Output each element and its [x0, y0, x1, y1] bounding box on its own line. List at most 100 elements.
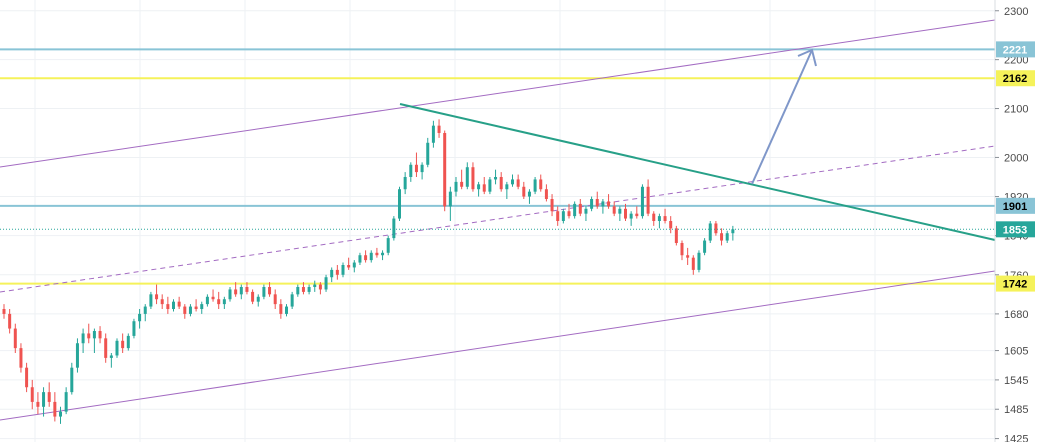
- candle-body: [590, 198, 594, 209]
- candle-body: [59, 411, 62, 417]
- y-tick-label: 2200: [1004, 55, 1028, 67]
- projection-arrow[interactable]: [751, 49, 813, 185]
- candle: [612, 201, 616, 217]
- candle-body: [217, 299, 221, 305]
- candle-body: [403, 176, 407, 190]
- y-tick-label: 1680: [1004, 309, 1028, 321]
- candle: [674, 225, 678, 246]
- candle-body: [256, 296, 260, 302]
- candle: [652, 211, 656, 226]
- candle: [426, 137, 430, 168]
- candle: [307, 284, 311, 295]
- candle-body: [268, 287, 272, 295]
- candle: [335, 265, 339, 280]
- candle-body: [720, 233, 724, 241]
- candle: [53, 392, 57, 422]
- candle: [217, 291, 221, 310]
- candle-body: [686, 255, 690, 258]
- price-badges: 2221 2162 1901 1742 1853: [996, 41, 1035, 292]
- candle: [75, 338, 79, 373]
- candle-body: [556, 211, 560, 221]
- candle-body: [505, 184, 509, 190]
- candle-body: [335, 269, 339, 275]
- candle: [132, 318, 136, 339]
- candle: [25, 362, 29, 393]
- candle: [13, 323, 17, 354]
- candle: [381, 250, 385, 261]
- candle-body: [364, 255, 368, 261]
- candle-body: [595, 198, 599, 207]
- current-price-badge-bg: [996, 221, 1035, 238]
- candle: [511, 174, 514, 187]
- candle-body: [398, 189, 401, 219]
- candle: [414, 152, 418, 177]
- candle-body: [183, 306, 187, 314]
- candle-body: [607, 201, 611, 207]
- candle-body: [420, 164, 424, 173]
- candle: [262, 284, 266, 300]
- candle: [482, 176, 486, 195]
- candle: [697, 250, 701, 273]
- candle: [680, 240, 684, 261]
- candle: [544, 184, 548, 202]
- candle-body: [126, 335, 130, 349]
- candle: [109, 353, 113, 368]
- candle-body: [482, 184, 486, 192]
- candle-body: [132, 321, 136, 336]
- candle-body: [431, 125, 435, 143]
- descending-trendline[interactable]: [399, 103, 996, 241]
- candle-body: [138, 313, 142, 322]
- candle: [539, 174, 543, 192]
- candle: [64, 387, 68, 415]
- current-price-badge: 1853: [996, 221, 1035, 238]
- candle-body: [443, 132, 447, 207]
- candle-body: [307, 287, 311, 292]
- candle-body: [245, 287, 249, 292]
- candle-body: [499, 176, 503, 190]
- candle: [567, 203, 571, 219]
- candle: [409, 162, 413, 182]
- candle: [149, 291, 153, 310]
- candle: [172, 299, 175, 312]
- candle: [629, 211, 633, 226]
- candle: [59, 406, 62, 424]
- level-badge-2162: 2162: [996, 70, 1035, 87]
- candle-body: [414, 164, 418, 173]
- candle: [296, 284, 300, 297]
- candle-body: [703, 240, 707, 253]
- channel-median-line[interactable]: [0, 145, 996, 293]
- candle: [386, 235, 390, 256]
- candle-body: [25, 367, 29, 388]
- candle-body: [477, 184, 481, 190]
- candle-body: [640, 186, 644, 217]
- candle: [420, 162, 424, 180]
- candle: [2, 304, 6, 319]
- candle-body: [601, 201, 605, 207]
- channel-lower-line[interactable]: [0, 270, 996, 421]
- candle-body: [544, 189, 548, 199]
- candle-body: [347, 265, 351, 268]
- candle-body: [527, 191, 531, 197]
- candle: [30, 379, 34, 410]
- channel-upper-line[interactable]: [0, 19, 996, 168]
- candle: [392, 216, 396, 241]
- candle: [47, 382, 51, 407]
- candle-body: [53, 401, 57, 417]
- candle-body: [460, 181, 464, 187]
- candle-body: [70, 367, 74, 393]
- candle-body: [714, 223, 718, 234]
- y-axis[interactable]: 2300220021002000192018401760168016051545…: [994, 0, 1045, 442]
- candle: [646, 179, 650, 217]
- candle: [126, 333, 130, 351]
- candle: [522, 181, 526, 199]
- candle-body: [646, 186, 650, 214]
- candle-body: [358, 255, 362, 263]
- candle: [92, 328, 96, 354]
- candle-body: [573, 203, 577, 217]
- candle: [42, 387, 46, 417]
- candle-body: [239, 287, 243, 295]
- candle: [708, 221, 712, 244]
- y-tick-label: 1485: [1004, 404, 1028, 416]
